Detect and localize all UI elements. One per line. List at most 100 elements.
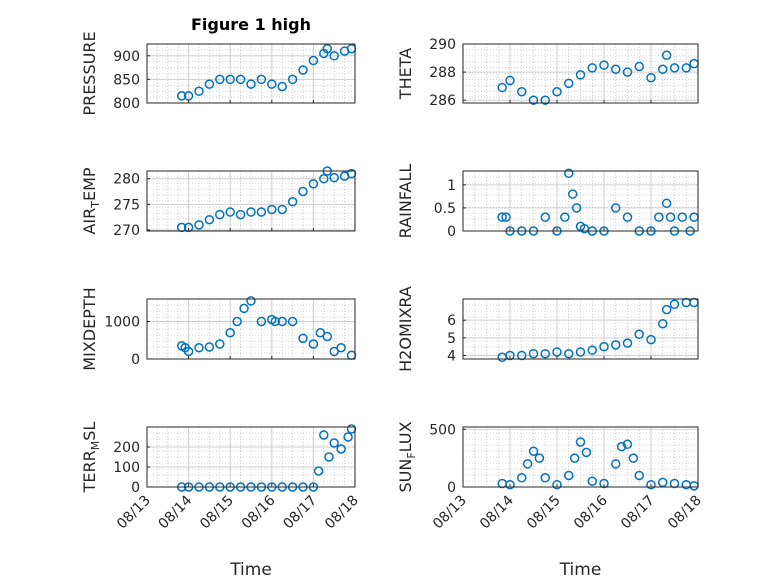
series-points (497, 437, 699, 491)
subplot-2: 286 288 290 THETA (396, 37, 699, 109)
data-point (517, 87, 527, 97)
y-tick-label: 1 (447, 178, 456, 194)
y-tick-label: 290 (429, 37, 456, 53)
data-point (540, 473, 550, 483)
y-axis-label: H2OMIXRA (396, 286, 415, 372)
y-tick-label: 0 (447, 224, 456, 240)
data-point (658, 64, 668, 75)
data-point (669, 63, 680, 73)
x-tick-label: 08/13 (430, 493, 470, 533)
axes-frame (462, 43, 699, 104)
data-point (611, 64, 621, 75)
data-point (497, 82, 507, 93)
data-point (501, 212, 511, 222)
data-point (336, 343, 346, 353)
data-point (567, 189, 578, 199)
y-axis-label: MIXDEPTH (80, 287, 99, 370)
data-point (215, 74, 225, 85)
data-point (622, 338, 633, 348)
data-point (329, 51, 339, 61)
data-point (658, 477, 668, 488)
data-point (235, 209, 246, 220)
y-tick-label: 900 (113, 49, 140, 65)
data-point (308, 339, 319, 349)
data-point (669, 478, 680, 489)
data-point (215, 339, 225, 349)
data-point (540, 212, 550, 222)
data-point (277, 81, 287, 92)
data-point (552, 347, 562, 357)
data-point (540, 348, 550, 359)
data-point (564, 348, 574, 359)
data-point (669, 299, 680, 310)
y-tick-label: 500 (429, 422, 456, 438)
data-point (270, 316, 281, 327)
data-point (528, 95, 539, 105)
data-point (225, 74, 235, 85)
data-point (611, 203, 621, 213)
data-point (194, 220, 204, 230)
y-tick-label: 275 (113, 197, 140, 213)
y-tick-label: 0 (131, 352, 140, 368)
data-point (564, 78, 574, 89)
data-point (194, 343, 204, 353)
axes-frame (146, 426, 356, 488)
y-tick-label: 270 (113, 223, 140, 239)
data-point (194, 86, 204, 96)
data-point (661, 50, 672, 60)
data-point (329, 172, 339, 183)
data-point (564, 168, 574, 179)
data-point (587, 345, 597, 355)
data-point (587, 476, 597, 486)
data-point (308, 179, 319, 189)
data-point (575, 347, 586, 357)
data-point (560, 212, 570, 222)
data-point (552, 479, 562, 490)
data-point (654, 212, 664, 222)
data-point (204, 214, 215, 225)
axes-frame (462, 170, 699, 232)
data-point (246, 79, 256, 89)
data-point (324, 452, 334, 462)
data-point (346, 43, 357, 54)
y-tick-label: 288 (429, 65, 456, 81)
data-point (528, 446, 539, 456)
data-point (225, 207, 235, 217)
data-point (575, 70, 586, 80)
data-point (204, 79, 215, 89)
figure-title: Figure 1 high (191, 15, 311, 34)
data-point (575, 437, 586, 447)
data-point (599, 60, 609, 70)
data-point (665, 212, 676, 222)
x-axis-label: Time (229, 560, 272, 580)
series-points (497, 50, 699, 105)
data-point (634, 470, 644, 481)
data-point (313, 466, 324, 476)
data-point (661, 198, 672, 209)
data-point (505, 479, 515, 490)
data-point (497, 212, 507, 222)
data-point (622, 439, 633, 450)
y-tick-label: 850 (113, 72, 140, 88)
data-point (599, 341, 609, 352)
data-point (225, 328, 235, 338)
data-point (646, 72, 656, 83)
axes-frame (462, 426, 699, 488)
subplot-1: 800 850 900 PRESSURE (80, 31, 357, 116)
x-tick-label: 08/14 (477, 492, 517, 532)
data-point (505, 75, 515, 86)
data-point (246, 296, 256, 306)
x-tick-label: 08/18 (322, 493, 362, 533)
data-point (571, 203, 582, 213)
data-point (277, 316, 287, 327)
subplot-7: 0 100 200 TERRMSL 08/13 08/14 08/15 08/16 08/17 0… (80, 422, 362, 580)
data-point (308, 55, 319, 66)
subplot-6: 45 6 H2OMIXRA (396, 286, 699, 372)
data-point (239, 303, 249, 314)
data-point (646, 479, 656, 490)
data-point (183, 346, 194, 357)
data-point (540, 95, 550, 105)
data-point (599, 478, 609, 489)
subplot-3: 270 275 280 AIRTEMP (80, 166, 357, 239)
data-point (267, 79, 277, 89)
